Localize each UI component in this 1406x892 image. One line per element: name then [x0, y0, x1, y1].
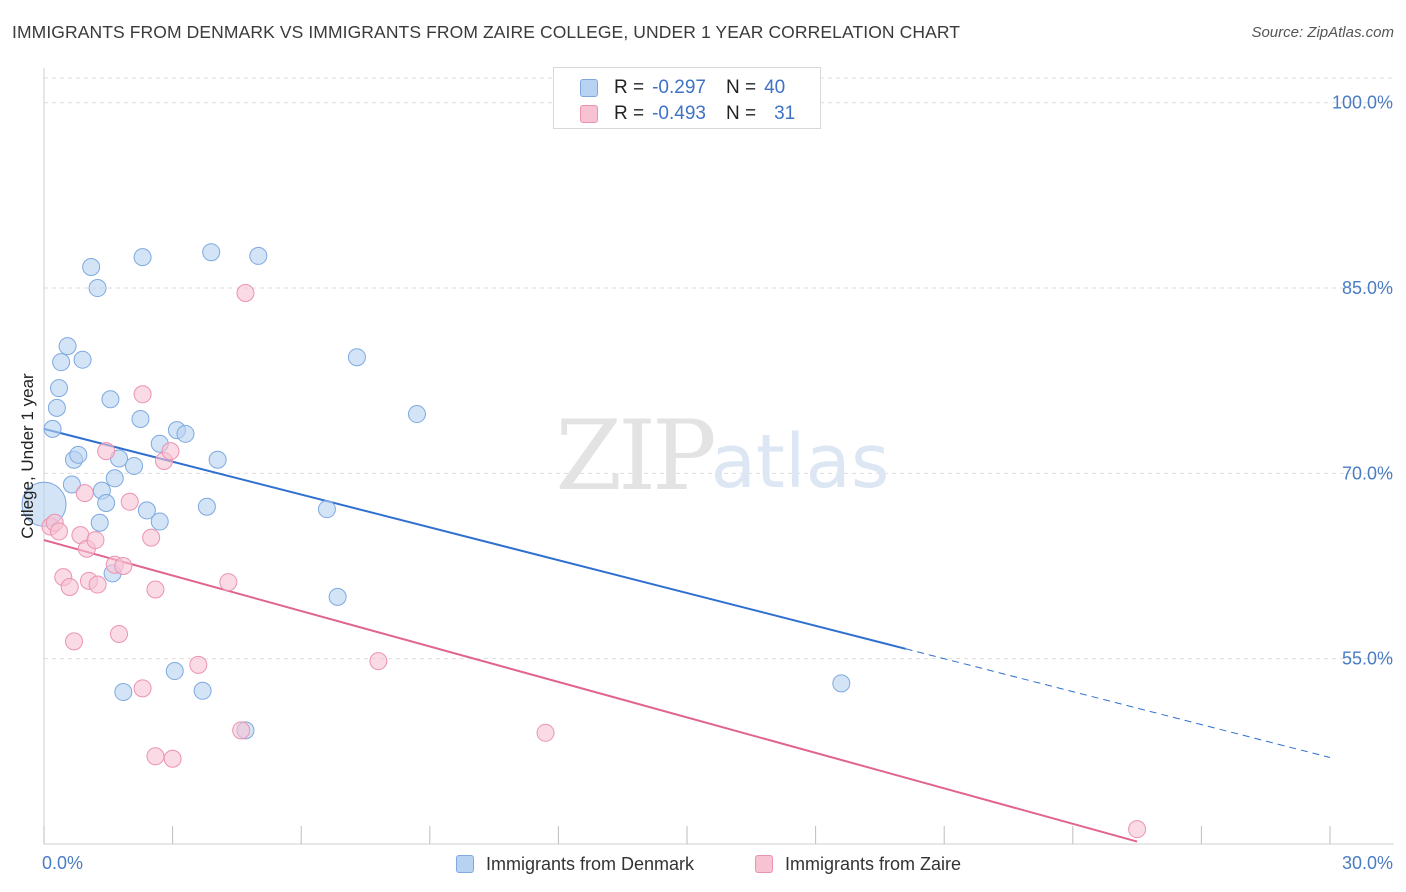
- denmark-point: [97, 494, 116, 513]
- zaire-point: [536, 723, 555, 742]
- denmark-point: [58, 337, 77, 356]
- zaire-point: [163, 749, 182, 768]
- zaire-swatch: [580, 105, 598, 123]
- axes: [43, 68, 1394, 845]
- watermark-zip: ZIP: [555, 400, 714, 512]
- denmark-point: [101, 390, 120, 409]
- denmark-point: [88, 279, 107, 298]
- denmark-point: [50, 379, 69, 398]
- tick-labels: 100.0% 85.0% 70.0% 55.0% 0.0% 30.0%: [42, 93, 1393, 873]
- zaire-point: [50, 522, 69, 541]
- y-tick-label: 100.0%: [1332, 93, 1393, 113]
- denmark-point: [347, 348, 366, 367]
- zaire-point: [133, 679, 152, 698]
- denmark-point: [202, 243, 221, 262]
- denmark-point: [114, 683, 133, 702]
- zaire-point: [146, 747, 165, 766]
- y-axis-title: College, Under 1 year: [18, 373, 37, 539]
- legend-row-zaire: R = -0.493 N = 31: [580, 102, 795, 126]
- denmark-point: [90, 513, 109, 532]
- bottom-denmark-swatch: [456, 855, 474, 873]
- zaire-point: [75, 484, 94, 503]
- zaire-point: [189, 655, 208, 674]
- denmark-point: [82, 258, 101, 277]
- watermark-atlas: atlas: [711, 419, 890, 505]
- zaire-point: [97, 442, 116, 461]
- watermark: ZIP atlas: [555, 400, 889, 512]
- zaire-r-value: -0.493: [652, 103, 706, 124]
- zaire-n-value: 31: [774, 103, 796, 124]
- correlation-legend: R = -0.297 N = 40 R = -0.493 N = 31: [553, 67, 821, 129]
- denmark-point: [208, 450, 227, 469]
- denmark-point: [328, 587, 347, 606]
- bottom-legend-denmark: Immigrants from Denmark: [456, 851, 694, 877]
- bottom-zaire-label: Immigrants from Zaire: [785, 853, 962, 874]
- y-tick-label: 70.0%: [1342, 463, 1393, 483]
- denmark-point: [407, 405, 426, 424]
- zaire-point: [146, 580, 165, 599]
- denmark-n-value: 40: [764, 77, 786, 98]
- denmark-trend-line: [43, 427, 906, 650]
- zaire-point: [133, 385, 152, 404]
- bottom-legend-zaire: Immigrants from Zaire: [755, 851, 961, 877]
- zaire-point: [120, 492, 139, 511]
- denmark-point: [176, 424, 195, 443]
- y-tick-label: 85.0%: [1342, 278, 1393, 298]
- denmark-point: [137, 501, 156, 520]
- bottom-zaire-swatch: [755, 855, 773, 873]
- y-tick-label: 55.0%: [1342, 649, 1393, 669]
- denmark-swatch: [580, 79, 598, 97]
- zaire-point: [142, 528, 161, 547]
- zaire-point: [219, 573, 238, 592]
- denmark-r-label: R =: [614, 77, 645, 98]
- grid-lines: [44, 77, 1394, 660]
- denmark-r-value: -0.297: [652, 77, 706, 98]
- denmark-point: [47, 398, 66, 417]
- zaire-point: [65, 632, 84, 651]
- denmark-points: [21, 243, 851, 740]
- denmark-point: [832, 674, 851, 693]
- zaire-point: [161, 442, 180, 461]
- denmark-point: [73, 350, 92, 369]
- denmark-point: [197, 497, 216, 516]
- zaire-points: [41, 283, 1147, 839]
- denmark-point: [165, 662, 184, 681]
- denmark-point: [43, 419, 62, 438]
- zaire-point: [1128, 820, 1147, 839]
- x-tick-label: 0.0%: [42, 853, 83, 873]
- denmark-point: [125, 456, 144, 475]
- zaire-point: [60, 578, 79, 597]
- chart-title: IMMIGRANTS FROM DENMARK VS IMMIGRANTS FR…: [12, 22, 961, 42]
- zaire-point: [114, 557, 133, 576]
- zaire-r-label: R =: [614, 103, 645, 124]
- denmark-point: [249, 246, 268, 265]
- zaire-n-label: N =: [725, 103, 757, 124]
- denmark-point: [105, 469, 124, 488]
- bottom-denmark-label: Immigrants from Denmark: [486, 853, 695, 874]
- zaire-point: [236, 283, 255, 302]
- zaire-point: [369, 652, 388, 671]
- denmark-n-label: N =: [725, 77, 757, 98]
- zaire-point: [86, 531, 105, 550]
- legend-row-denmark: R = -0.297 N = 40: [580, 76, 785, 100]
- denmark-point: [193, 681, 212, 700]
- x-tick-label: 30.0%: [1342, 853, 1393, 873]
- denmark-point: [317, 500, 336, 519]
- denmark-trend-extension: [905, 648, 1331, 759]
- zaire-point: [110, 624, 129, 643]
- zaire-point: [88, 575, 107, 594]
- denmark-point: [52, 353, 71, 372]
- denmark-point: [69, 445, 88, 464]
- denmark-point: [62, 475, 81, 494]
- zaire-point: [232, 721, 251, 740]
- denmark-point: [133, 248, 152, 267]
- denmark-point: [131, 409, 150, 428]
- denmark-point: [150, 512, 169, 531]
- source-credit: Source: ZipAtlas.com: [1251, 24, 1394, 41]
